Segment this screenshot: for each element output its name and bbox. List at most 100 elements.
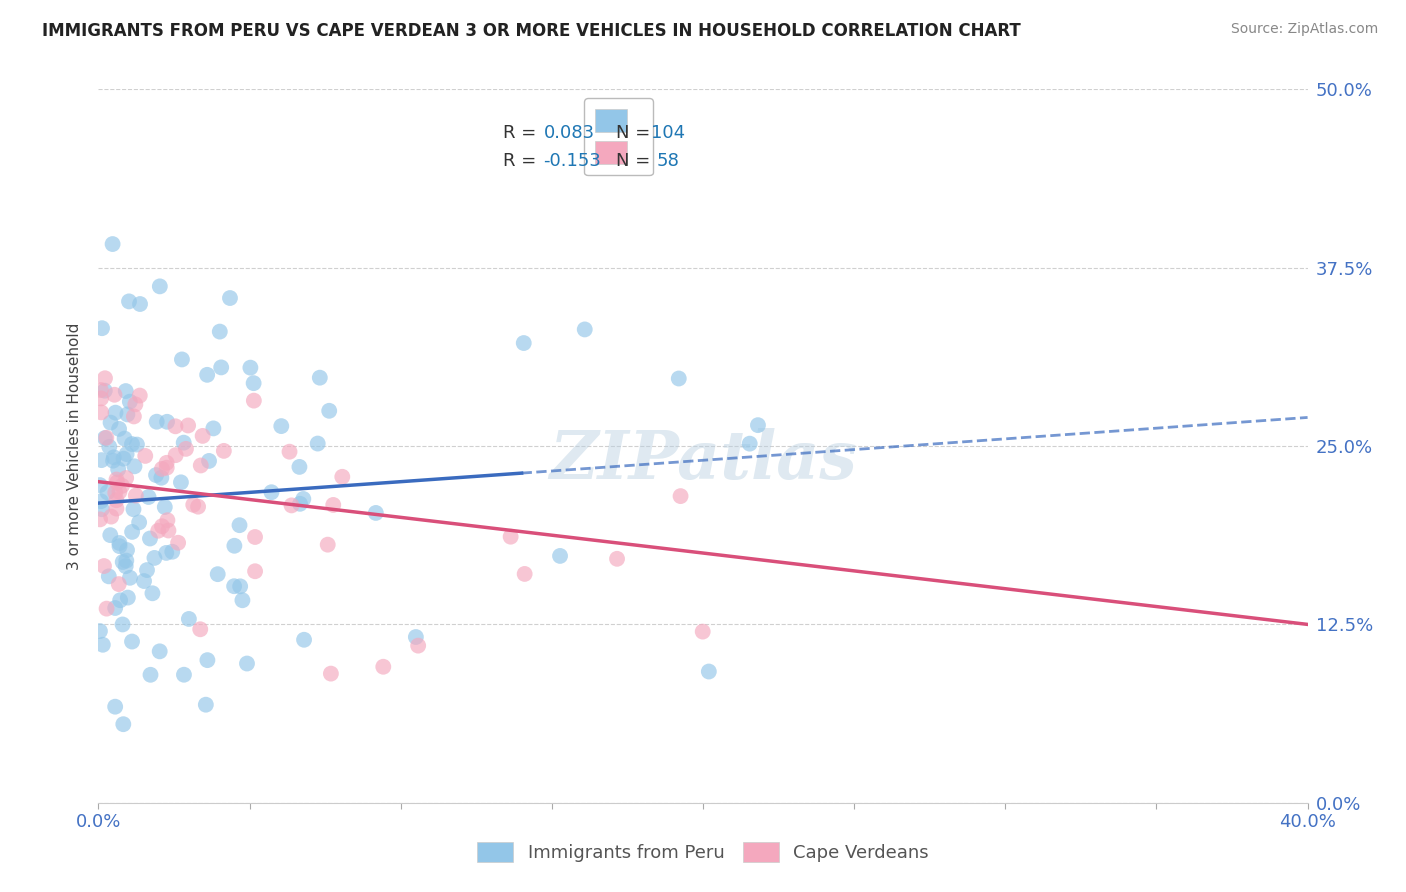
Point [98, 528, 121, 542]
Point [100, 509, 122, 524]
Point [111, 555, 134, 569]
Point [94, 371, 117, 385]
Point [91, 638, 114, 652]
Point [209, 360, 232, 375]
Point [104, 485, 127, 500]
Point [103, 450, 125, 465]
Point [93, 559, 115, 574]
Point [197, 653, 219, 667]
Point [117, 408, 139, 422]
Point [243, 530, 266, 544]
Point [150, 519, 173, 533]
Point [105, 501, 128, 516]
Point [242, 376, 264, 391]
Point [697, 665, 720, 679]
Point [288, 459, 311, 474]
Point [322, 498, 344, 512]
Point [125, 437, 148, 451]
Point [177, 418, 200, 433]
Point [173, 667, 195, 681]
Point [121, 524, 143, 539]
Point [90, 494, 112, 508]
Point [307, 436, 329, 450]
Point [100, 416, 122, 430]
Text: 0.083: 0.083 [543, 125, 595, 143]
Point [89, 624, 111, 638]
Point [165, 419, 187, 434]
Point [90, 383, 112, 397]
Legend: Immigrants from Peru, Cape Verdeans: Immigrants from Peru, Cape Verdeans [470, 834, 936, 870]
Point [167, 535, 190, 549]
Point [111, 479, 134, 493]
Point [364, 506, 387, 520]
Point [111, 617, 134, 632]
Point [156, 456, 179, 470]
Point [280, 499, 302, 513]
Point [89, 512, 111, 526]
Point [104, 699, 127, 714]
Point [212, 443, 235, 458]
Point [177, 612, 200, 626]
Point [239, 360, 262, 375]
Point [198, 454, 221, 468]
Point [143, 550, 166, 565]
Point [165, 448, 187, 462]
Point [114, 432, 136, 446]
Point [121, 634, 143, 648]
Point [173, 435, 195, 450]
Point [128, 388, 150, 402]
Legend: , : , [583, 98, 652, 176]
Point [97, 569, 120, 583]
Text: R =: R = [503, 152, 543, 169]
Point [243, 393, 266, 408]
Point [738, 436, 761, 450]
Point [128, 516, 150, 530]
Point [121, 437, 143, 451]
Point [270, 419, 292, 434]
Text: Source: ZipAtlas.com: Source: ZipAtlas.com [1230, 22, 1378, 37]
Point [107, 462, 129, 476]
Point [150, 462, 173, 476]
Point [112, 451, 135, 466]
Point [219, 291, 242, 305]
Point [155, 546, 177, 560]
Point [330, 470, 353, 484]
Point [190, 458, 212, 473]
Point [115, 543, 138, 558]
Point [513, 336, 536, 351]
Text: N =: N = [616, 125, 657, 143]
Point [105, 493, 128, 508]
Point [405, 630, 427, 644]
Point [228, 518, 250, 533]
Point [548, 549, 571, 563]
Point [101, 453, 124, 467]
Point [108, 484, 131, 499]
Point [114, 559, 136, 574]
Point [373, 659, 395, 673]
Point [149, 644, 172, 658]
Point [574, 322, 596, 336]
Point [118, 294, 141, 309]
Point [124, 397, 146, 411]
Point [148, 524, 170, 538]
Point [156, 415, 179, 429]
Point [90, 453, 112, 467]
Point [308, 370, 330, 384]
Point [96, 431, 118, 445]
Point [292, 491, 315, 506]
Point [141, 586, 163, 600]
Point [606, 551, 628, 566]
Text: R =: R = [503, 125, 543, 143]
Point [195, 368, 218, 382]
Point [224, 579, 246, 593]
Point [150, 471, 173, 485]
Point [134, 449, 156, 463]
Point [229, 579, 252, 593]
Point [101, 237, 124, 252]
Point [114, 384, 136, 398]
Point [692, 624, 714, 639]
Point [156, 460, 179, 475]
Point [90, 392, 112, 406]
Point [117, 591, 139, 605]
Point [138, 490, 160, 504]
